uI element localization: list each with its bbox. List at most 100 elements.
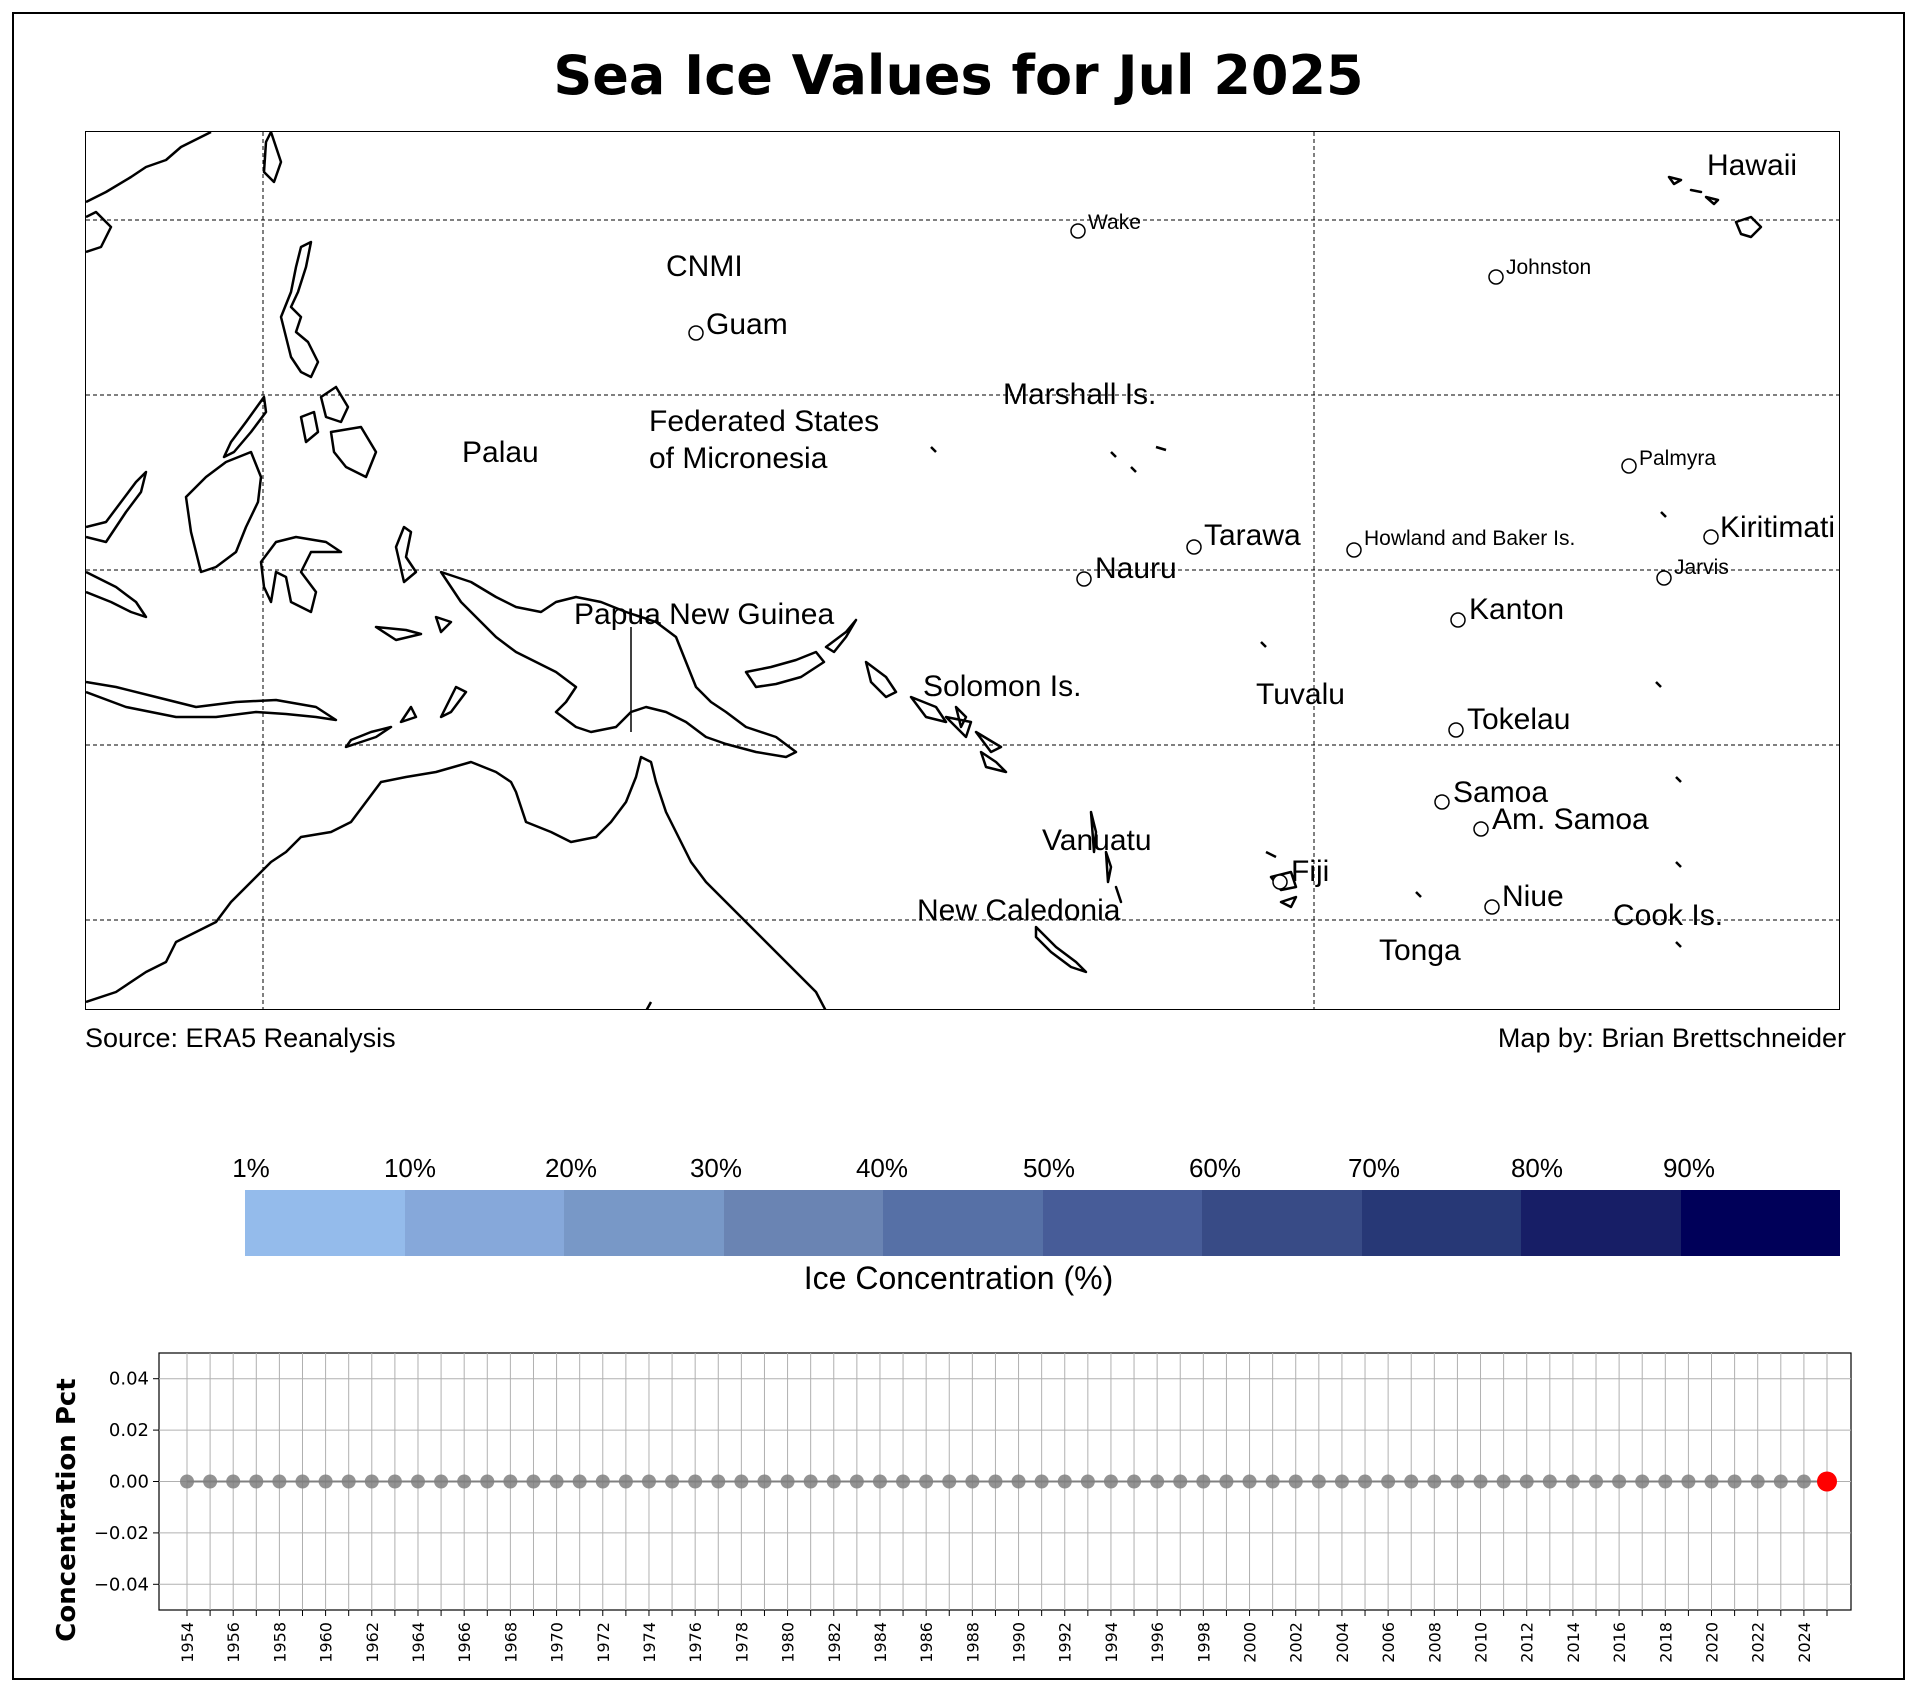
data-point [1473,1474,1488,1489]
x-tick-label: 1964 [409,1622,428,1663]
data-point [1681,1474,1696,1489]
coastlines [86,132,1763,1009]
data-point [1288,1474,1303,1489]
data-point [1704,1474,1719,1489]
data-point [526,1474,541,1489]
data-point [872,1474,887,1489]
x-tick-label: 1970 [548,1622,567,1663]
map-label-marshall: Marshall Is. [1003,378,1157,411]
data-point [1635,1474,1650,1489]
x-tick-label: 2012 [1518,1622,1537,1663]
data-point [942,1474,957,1489]
data-point [434,1474,449,1489]
data-point [1404,1474,1419,1489]
new-caledonia [1034,925,1088,974]
colorbar-segment [723,1190,883,1256]
data-point [1381,1474,1396,1489]
map-label-fsm-1: Federated States [649,405,880,438]
colorbar-segment [1521,1190,1681,1256]
malay [86,470,148,544]
sumatra [86,570,148,619]
taiwan [262,132,283,184]
x-tick-label: 1974 [640,1622,659,1663]
map-label-nauru: Nauru [1095,552,1177,585]
data-point [341,1474,356,1489]
lesser-sunda [344,685,468,749]
map-label-cnmi: CNMI [666,250,743,283]
figure-frame [12,12,1905,1680]
x-tick-label: 1998 [1194,1622,1213,1663]
solomon-islands [909,695,1008,774]
colorbar-tick: 60% [1188,1153,1242,1183]
mindanao [329,425,378,479]
colorbar-segment [1202,1190,1362,1256]
seram [374,615,453,642]
new-guinea [439,570,798,759]
x-tick-label: 1980 [779,1622,798,1663]
data-point [988,1474,1003,1489]
data-point [410,1474,425,1489]
x-tick-label: 2008 [1425,1622,1444,1663]
data-point [295,1474,310,1489]
x-tick-label: 1986 [917,1622,936,1663]
colorbar-tick: 30% [689,1153,743,1183]
map-label-new-caledonia: New Caledonia [917,894,1121,927]
y-tick-label: 0.02 [109,1420,149,1441]
coastline-map [86,132,1839,1009]
map-label-tuvalu: Tuvalu [1256,678,1345,711]
data-point [180,1474,194,1489]
map-label-am-samoa: Am. Samoa [1492,803,1649,836]
source-credit: Source: ERA5 Reanalysis [85,1023,396,1053]
data-point [1727,1474,1742,1489]
x-tick-label: 1990 [1010,1622,1029,1663]
page-title: Sea Ice Values for Jul 2025 [553,44,1364,107]
data-point [896,1474,911,1489]
data-point [1496,1474,1511,1489]
x-tick-label: 1954 [178,1622,197,1663]
luzon [279,240,320,379]
data-point [1658,1474,1673,1489]
colorbar-segment [404,1190,564,1256]
palawan [222,395,268,459]
x-tick-label: 2024 [1795,1622,1814,1663]
graticule [86,132,1839,1009]
y-tick-label: −0.04 [94,1574,149,1595]
x-tick-label: 2002 [1287,1622,1306,1663]
map-label-niue: Niue [1502,880,1564,913]
x-tick-label: 1960 [317,1622,336,1663]
data-point [1358,1474,1373,1489]
highlight-point [1817,1471,1837,1492]
data-point [226,1474,241,1489]
data-point [1196,1474,1211,1489]
x-tick-label: 1978 [732,1622,751,1663]
asia-coast-south [86,210,113,254]
visayas [299,385,350,444]
data-point [1450,1474,1465,1489]
data-point [364,1474,379,1489]
data-point [1242,1474,1257,1489]
map-label-guam: Guam [706,308,788,341]
colorbar-segment [564,1190,724,1256]
colorbar-tick: 40% [855,1153,909,1183]
data-point [572,1474,587,1489]
vanuatu [1089,810,1123,904]
map-label-png: Papua New Guinea [574,598,835,631]
data-point [1034,1474,1049,1489]
x-tick-label: 2020 [1703,1622,1722,1663]
data-point [203,1474,218,1489]
data-point [387,1474,402,1489]
bougainville [864,660,898,699]
map-label-samoa: Samoa [1453,776,1549,809]
x-tick-label: 2018 [1656,1622,1675,1663]
data-point [457,1474,472,1489]
data-point [1565,1474,1580,1489]
colorbar-tick: 1% [232,1153,270,1183]
data-point [757,1474,772,1489]
new-ireland [824,618,858,654]
colorbar-tick: 10% [383,1153,437,1183]
data-point [1796,1474,1811,1489]
data-point [1265,1474,1280,1489]
x-tick-label: 2014 [1564,1622,1583,1663]
data-point [919,1474,934,1489]
map-label-tonga: Tonga [1379,934,1461,967]
